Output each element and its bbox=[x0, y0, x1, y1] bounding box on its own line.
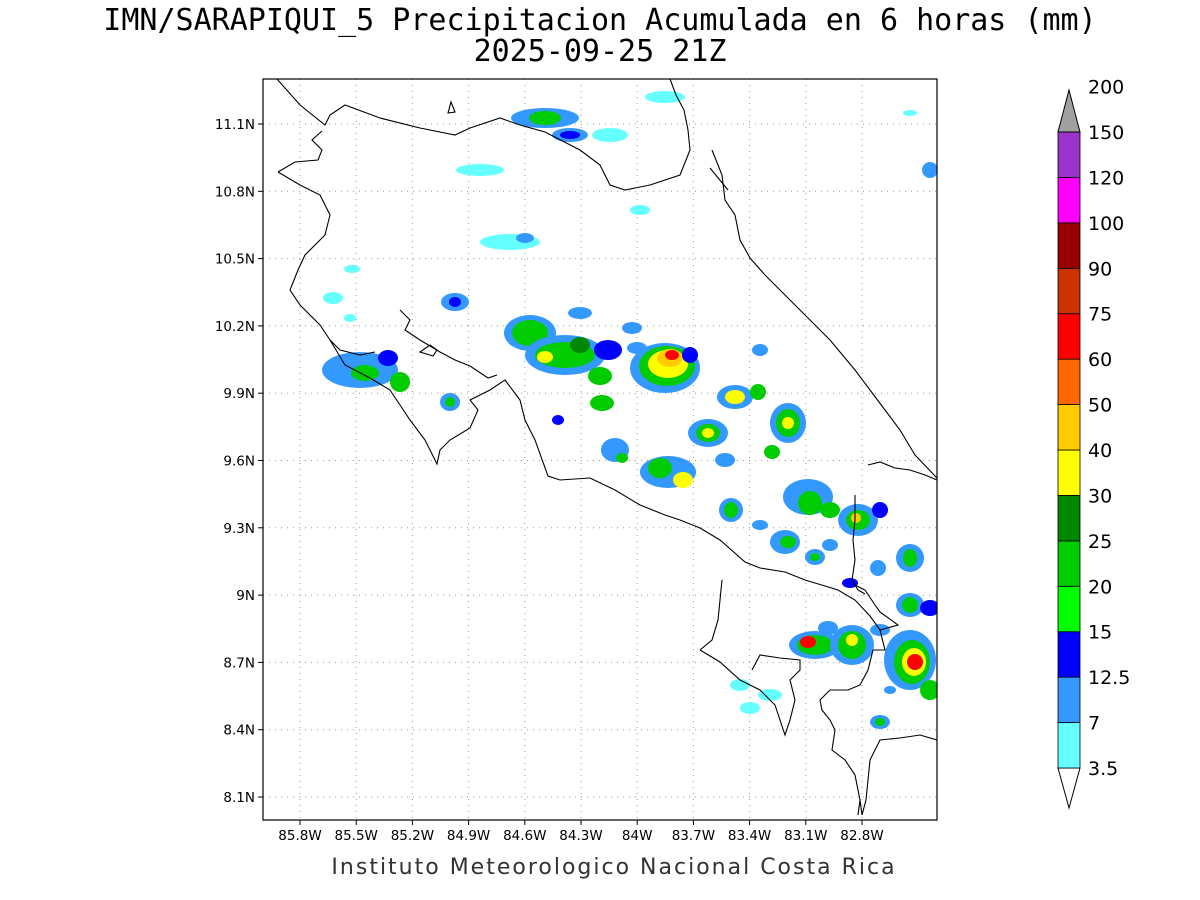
y-tick-label: 9N bbox=[236, 588, 255, 604]
colorbar-swatch bbox=[1057, 131, 1081, 178]
colorbar-level-label: 40 bbox=[1088, 440, 1112, 462]
map-subtitle: 2025-09-25 21Z bbox=[473, 34, 727, 69]
y-tick-label: 8.7N bbox=[223, 655, 255, 671]
colorbar-swatch bbox=[1057, 540, 1081, 587]
colorbar-level-label: 30 bbox=[1088, 485, 1112, 507]
colorbar-swatch bbox=[1057, 722, 1081, 769]
colorbar-level-label: 100 bbox=[1088, 213, 1124, 235]
colorbar-level-label: 7 bbox=[1088, 713, 1100, 735]
colorbar-level-label: 150 bbox=[1088, 122, 1124, 144]
precipitation-areas bbox=[322, 91, 937, 729]
colorbar-swatch bbox=[1057, 404, 1081, 451]
y-tick-label: 10.5N bbox=[215, 252, 255, 268]
y-axis: 11.1N 10.8N 10.5N 10.2N 9.9N 9.6N 9.3N 9N 8.7N 8.… bbox=[215, 117, 263, 806]
x-tick-label: 85.5W bbox=[334, 828, 377, 844]
x-tick-label: 82.8W bbox=[840, 828, 883, 844]
colorbar-swatch bbox=[1057, 495, 1081, 542]
x-tick-label: 84.3W bbox=[559, 828, 602, 844]
map-frame-bg bbox=[263, 79, 937, 820]
x-tick-label: 84.9W bbox=[447, 828, 490, 844]
colorbar-swatch bbox=[1057, 449, 1081, 496]
colorbar-level-label: 50 bbox=[1088, 395, 1112, 417]
y-tick-label: 9.9N bbox=[223, 386, 255, 402]
colorbar-level-label: 15 bbox=[1088, 622, 1112, 644]
colorbar: 3.5 7 12.5 15 20 25 30 40 50 60 75 90 100 120 150 200 bbox=[1057, 77, 1130, 810]
colorbar-swatch bbox=[1057, 313, 1081, 360]
colorbar-lower-extension bbox=[1057, 767, 1081, 810]
map-frame bbox=[262, 78, 938, 821]
colorbar-swatch bbox=[1057, 585, 1081, 633]
colorbar-swatch bbox=[1057, 676, 1081, 723]
colorbar-level-label: 25 bbox=[1088, 531, 1112, 553]
y-tick-label: 11.1N bbox=[215, 117, 255, 133]
colorbar-level-label: 20 bbox=[1088, 576, 1112, 598]
colorbar-level-label: 120 bbox=[1088, 167, 1124, 189]
y-tick-label: 10.8N bbox=[215, 184, 255, 200]
colorbar-level-label: 200 bbox=[1088, 77, 1124, 99]
colorbar-swatch bbox=[1057, 358, 1081, 405]
x-tick-label: 84.6W bbox=[503, 828, 546, 844]
y-tick-label: 9.6N bbox=[223, 454, 255, 470]
colorbar-level-label: 12.5 bbox=[1088, 667, 1130, 689]
colorbar-level-label: 75 bbox=[1088, 304, 1112, 326]
x-tick-label: 83.4W bbox=[728, 828, 771, 844]
colorbar-swatch bbox=[1057, 267, 1081, 315]
x-tick-label: 84W bbox=[622, 828, 653, 844]
x-tick-label: 85.2W bbox=[391, 828, 434, 844]
colorbar-level-label: 60 bbox=[1088, 349, 1112, 371]
colorbar-swatch bbox=[1057, 222, 1081, 269]
x-tick-label: 83.7W bbox=[672, 828, 715, 844]
colorbar-level-label: 90 bbox=[1088, 258, 1112, 280]
y-tick-label: 8.4N bbox=[223, 723, 255, 739]
y-tick-label: 9.3N bbox=[223, 521, 255, 537]
coastline-and-borders bbox=[276, 79, 937, 816]
y-tick-label: 8.1N bbox=[223, 790, 255, 806]
colorbar-swatch bbox=[1057, 177, 1081, 224]
colorbar-level-label: 3.5 bbox=[1088, 758, 1118, 780]
x-tick-label: 83.1W bbox=[784, 828, 827, 844]
map-title: IMN/SARAPIQUI_5 Precipitacion Acumulada … bbox=[103, 3, 1097, 38]
map-grid bbox=[263, 79, 937, 820]
footer-credit: Instituto Meteorologico Nacional Costa R… bbox=[331, 855, 897, 880]
colorbar-swatch bbox=[1057, 631, 1081, 678]
x-axis: 85.8W 85.5W 85.2W 84.9W 84.6W 84.3W 84W 83.7W 83… bbox=[278, 820, 884, 844]
x-tick-label: 85.8W bbox=[278, 828, 321, 844]
colorbar-upper-extension bbox=[1057, 88, 1081, 133]
y-tick-label: 10.2N bbox=[215, 319, 255, 335]
